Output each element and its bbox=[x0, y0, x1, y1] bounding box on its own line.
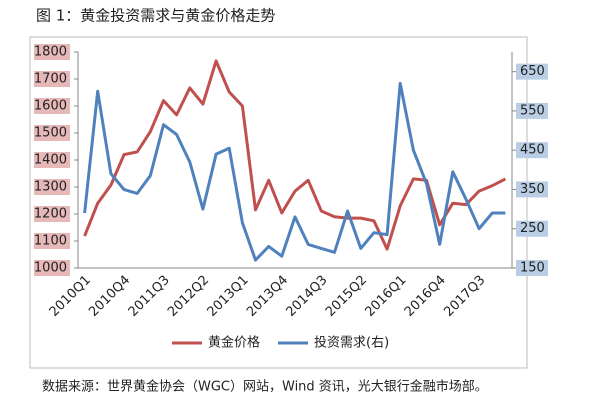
legend-label: 黄金价格 bbox=[208, 335, 260, 351]
source-note: 数据来源：世界黄金协会（WGC）网站，Wind 资讯，光大银行金融市场部。 bbox=[42, 379, 488, 395]
y2-tick-bg bbox=[516, 142, 548, 159]
y2-tick-bg bbox=[516, 260, 548, 276]
chart-frame bbox=[29, 36, 528, 369]
y-tick-label: 1200 bbox=[34, 207, 67, 222]
y2-tick-bg bbox=[516, 102, 548, 119]
y-tick-label: 1800 bbox=[34, 45, 67, 60]
y-tick-bg bbox=[34, 233, 70, 249]
y2-tick-label: 650 bbox=[520, 64, 545, 79]
series-line bbox=[83, 81, 506, 262]
y2-tick-label: 250 bbox=[520, 221, 545, 236]
y-tick-bg bbox=[34, 152, 70, 168]
y-tick-bg bbox=[34, 125, 70, 141]
y2-tick-bg bbox=[516, 181, 548, 198]
y2-tick-label: 150 bbox=[520, 261, 545, 276]
y-tick-bg bbox=[34, 260, 70, 276]
y-tick-label: 1300 bbox=[34, 180, 67, 195]
y-tick-label: 1000 bbox=[34, 261, 67, 276]
y2-tick-label: 450 bbox=[520, 143, 545, 158]
y-tick-bg bbox=[34, 98, 70, 114]
y-tick-label: 1400 bbox=[34, 153, 67, 168]
y-tick-bg bbox=[34, 179, 70, 195]
x-tick-label: 2010Q1 bbox=[47, 273, 94, 320]
y-tick-label: 1600 bbox=[34, 99, 67, 114]
x-tick-label: 2015Q2 bbox=[323, 273, 370, 320]
y2-tick-bg bbox=[516, 220, 548, 237]
y-tick-label: 1500 bbox=[34, 126, 67, 141]
y-tick-bg bbox=[34, 206, 70, 222]
x-tick-label: 2013Q4 bbox=[244, 273, 291, 320]
y2-tick-label: 550 bbox=[520, 103, 545, 118]
y-tick-label: 1700 bbox=[34, 72, 67, 87]
x-tick-label: 2013Q1 bbox=[205, 273, 252, 320]
y2-tick-label: 350 bbox=[520, 182, 545, 197]
x-tick-label: 2016Q1 bbox=[362, 273, 409, 320]
y-tick-label: 1100 bbox=[34, 234, 67, 249]
x-tick-label: 2017Q3 bbox=[441, 273, 488, 320]
series-line bbox=[83, 59, 507, 251]
x-tick-label: 2016Q4 bbox=[402, 273, 449, 320]
y-tick-bg bbox=[34, 44, 70, 60]
chart-title: 图 1：黄金投资需求与黄金价格走势 bbox=[36, 7, 275, 25]
y-tick-bg bbox=[34, 71, 70, 87]
x-tick-label: 2014Q3 bbox=[284, 273, 331, 320]
x-tick-label: 2012Q2 bbox=[165, 273, 212, 320]
x-tick-label: 2010Q4 bbox=[86, 273, 133, 320]
y2-tick-bg bbox=[516, 63, 548, 80]
legend-label: 投资需求(右) bbox=[314, 335, 389, 351]
x-tick-label: 2011Q3 bbox=[126, 273, 173, 320]
